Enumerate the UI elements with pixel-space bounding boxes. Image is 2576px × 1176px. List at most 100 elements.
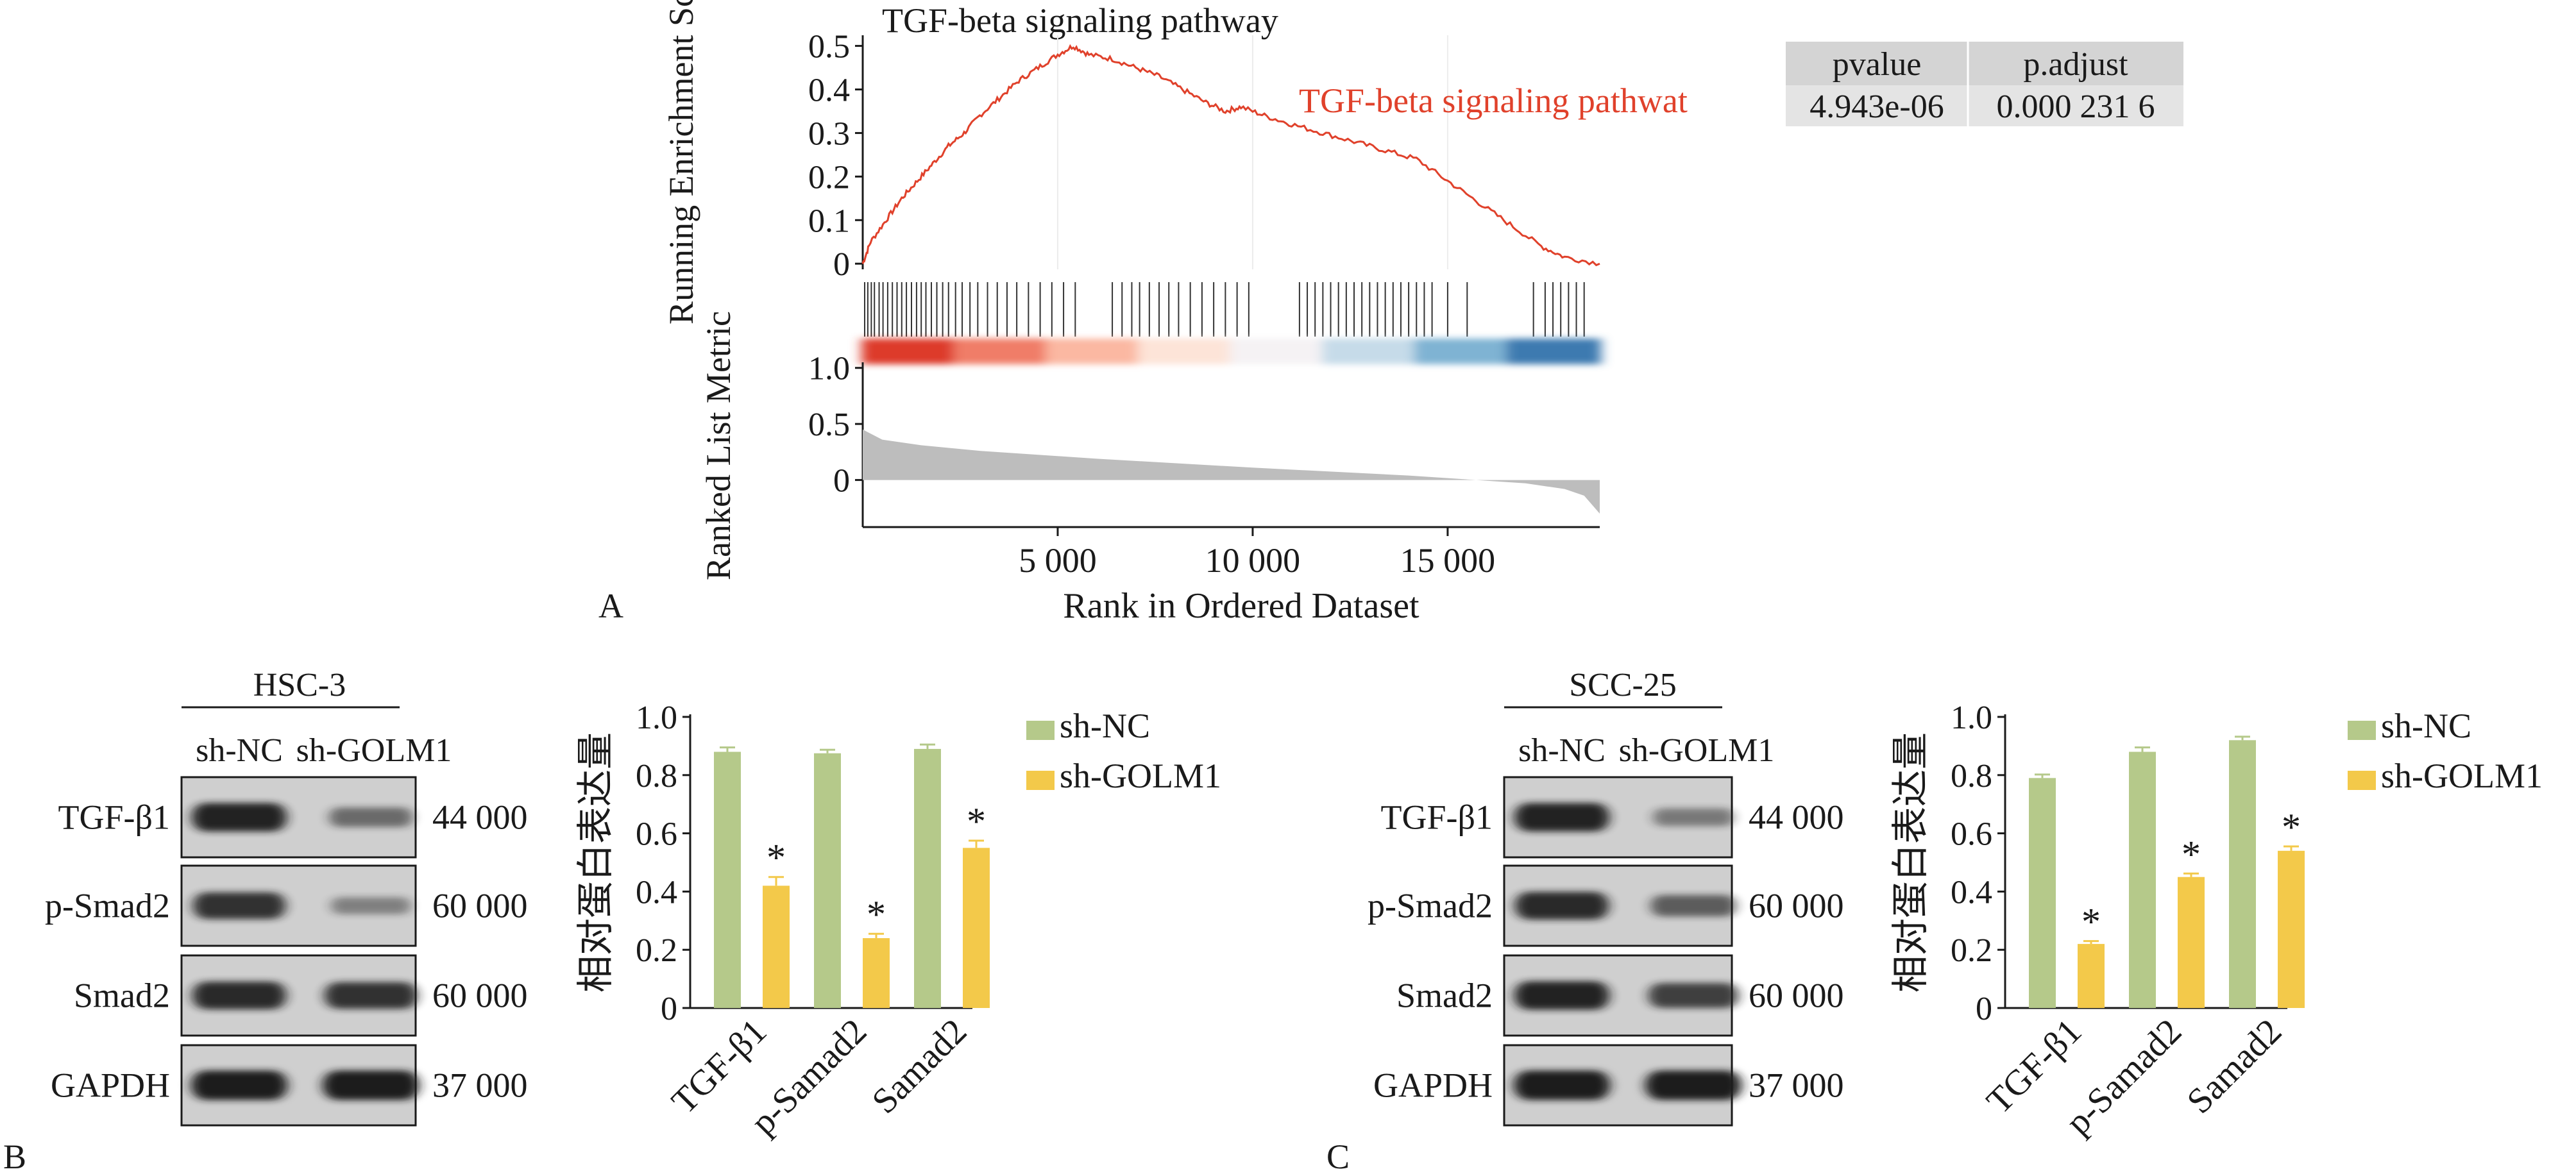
gsea-metric-tick-label: 0 bbox=[833, 463, 850, 500]
gsea-metric-tick-label: 1.0 bbox=[808, 351, 850, 387]
blot-size-label: 60 000 bbox=[432, 977, 528, 1015]
gsea-colorbar-band bbox=[953, 339, 1049, 364]
bar-sh-golm1 bbox=[2278, 850, 2305, 1008]
bar-category-label: Samad2 bbox=[2180, 1011, 2289, 1121]
bar-sh-golm1 bbox=[2178, 877, 2205, 1008]
blot-band bbox=[1514, 891, 1609, 920]
gsea-colorbar-band bbox=[861, 339, 956, 364]
gsea-colorbar-band bbox=[1137, 339, 1233, 364]
bar-sh-golm1 bbox=[963, 848, 990, 1008]
gsea-x-tick-label: 15 000 bbox=[1400, 541, 1496, 580]
blot-size-label: 60 000 bbox=[432, 887, 528, 925]
blot-lane-label: sh-GOLM1 bbox=[296, 732, 452, 769]
bar-sh-golm1 bbox=[2078, 944, 2105, 1008]
bar-y-tick-label: 0.4 bbox=[636, 874, 677, 911]
bar-significance-star: * bbox=[2282, 806, 2301, 848]
legend-label: sh-NC bbox=[2381, 707, 2471, 745]
gsea-x-ticks: 5 000 10 000 15 000 bbox=[1019, 527, 1495, 580]
panel-letter-c: C bbox=[1326, 1138, 1350, 1176]
blot-band bbox=[323, 1070, 419, 1100]
panel-letter-a: A bbox=[598, 587, 623, 625]
bar-sh-nc bbox=[814, 753, 841, 1008]
gsea-grid bbox=[1056, 35, 1448, 269]
bar-y-tick-label: 1.0 bbox=[636, 700, 677, 736]
blot-band bbox=[1645, 1070, 1741, 1100]
blot-lane-label: sh-NC bbox=[1518, 732, 1606, 769]
gsea-x-tick-label: 5 000 bbox=[1019, 541, 1097, 580]
blot-protein-label: GAPDH bbox=[51, 1066, 170, 1105]
gsea-es-tick-label: 0.2 bbox=[808, 159, 850, 196]
blot-band bbox=[191, 1070, 287, 1100]
bar-significance-star: * bbox=[2081, 901, 2101, 943]
bar-sh-nc bbox=[714, 752, 741, 1008]
bar-ylabel: 相对蛋白表达量 bbox=[573, 732, 617, 993]
bar-significance-star: * bbox=[967, 800, 986, 843]
legend-swatch bbox=[1026, 771, 1055, 790]
blot-protein-label: TGF-β1 bbox=[1381, 798, 1493, 837]
bar-sh-nc bbox=[2129, 752, 2156, 1008]
gsea-colorbar-band bbox=[1506, 339, 1601, 364]
gsea-metric-tick-label: 0.5 bbox=[808, 407, 850, 443]
blot-band bbox=[329, 807, 412, 827]
bar-y-tick-label: 0.4 bbox=[1951, 874, 1992, 911]
blot-size-label: 44 000 bbox=[1749, 798, 1844, 837]
bar-y-tick-label: 0 bbox=[661, 991, 677, 1027]
bar-y-tick-label: 0.6 bbox=[636, 816, 677, 853]
gsea-series-label: TGF-beta signaling pathwat bbox=[1299, 81, 1688, 120]
blot-band bbox=[1648, 983, 1739, 1008]
bar-significance-star: * bbox=[867, 893, 886, 936]
blot-cell-line: SCC-25 bbox=[1569, 667, 1677, 703]
bar-y-tick-label: 0.2 bbox=[636, 932, 677, 969]
bar-y-tick-label: 0.2 bbox=[1951, 932, 1992, 969]
western-blot-scc25: SCC-25 sh-NC sh-GOLM1 TGF-β1 44 000 p-Smad2 60… bbox=[1368, 667, 1844, 1127]
legend-swatch bbox=[1026, 721, 1055, 740]
gsea-title: TGF-beta signaling pathway bbox=[882, 1, 1278, 40]
legend-label: sh-NC bbox=[1060, 707, 1150, 745]
blot-cell-line: HSC-3 bbox=[253, 667, 346, 703]
bar-y-tick-label: 0 bbox=[1976, 991, 1992, 1027]
gsea-enrichment-line bbox=[861, 44, 1600, 267]
bar-sh-nc bbox=[2029, 778, 2056, 1008]
gsea-metric-ylabel: Ranked List Metric bbox=[699, 311, 738, 580]
gsea-es-tick-label: 0 bbox=[833, 246, 850, 283]
bar-significance-star: * bbox=[2182, 833, 2201, 875]
gsea-metric-area bbox=[863, 429, 1600, 514]
bar-y-tick-label: 0.8 bbox=[1951, 758, 1992, 794]
blot-size-label: 44 000 bbox=[432, 798, 528, 837]
bar-y-tick-label: 1.0 bbox=[1951, 700, 1992, 736]
blot-band bbox=[1650, 895, 1736, 917]
blot-band bbox=[1514, 1070, 1610, 1100]
blot-protein-label: Smad2 bbox=[74, 977, 170, 1015]
blot-protein-label: TGF-β1 bbox=[58, 798, 170, 837]
blot-lane-label: sh-GOLM1 bbox=[1619, 732, 1775, 769]
blot-band bbox=[331, 897, 411, 914]
bar-category-label: Samad2 bbox=[865, 1011, 974, 1121]
stats-value-pvalue: 4.943e-06 bbox=[1809, 88, 1944, 125]
panel-letter-b: B bbox=[3, 1138, 26, 1176]
legend-swatch bbox=[2348, 771, 2376, 790]
western-blot-hsc3: HSC-3 sh-NC sh-GOLM1 TGF-β1 44 000 p-Smad2 60 … bbox=[45, 667, 528, 1127]
gsea-colorbar-band bbox=[1414, 339, 1509, 364]
gsea-es-ticks: 0 0.1 0.2 0.3 0.4 0.5 bbox=[808, 29, 863, 283]
blot-size-label: 37 000 bbox=[1749, 1066, 1844, 1105]
blot-protein-label: GAPDH bbox=[1373, 1066, 1493, 1105]
blot-size-label: 37 000 bbox=[432, 1066, 528, 1105]
bar-y-tick-label: 0.8 bbox=[636, 758, 677, 794]
gsea-rank-colorbar bbox=[861, 339, 1601, 364]
stats-value-padjust: 0.000 231 6 bbox=[1997, 88, 2155, 125]
blot-protein-label: p-Smad2 bbox=[45, 887, 170, 925]
legend-swatch bbox=[2348, 721, 2376, 740]
bar-sh-nc bbox=[2229, 740, 2256, 1008]
gsea-metric-ticks: 0 0.5 1.0 bbox=[808, 351, 863, 500]
stats-header-bg bbox=[1786, 42, 2183, 85]
gsea-x-tick-label: 10 000 bbox=[1205, 541, 1301, 580]
gsea-es-tick-label: 0.4 bbox=[808, 72, 850, 109]
bar-sh-golm1 bbox=[863, 938, 890, 1008]
gsea-colorbar-band bbox=[1322, 339, 1417, 364]
gsea-enrichment-plot: TGF-beta signaling pathway 0 0.1 0.2 0.3 0.4… bbox=[598, 0, 2183, 626]
blot-size-label: 60 000 bbox=[1749, 887, 1844, 925]
stats-header-pvalue: pvalue bbox=[1833, 46, 1922, 83]
